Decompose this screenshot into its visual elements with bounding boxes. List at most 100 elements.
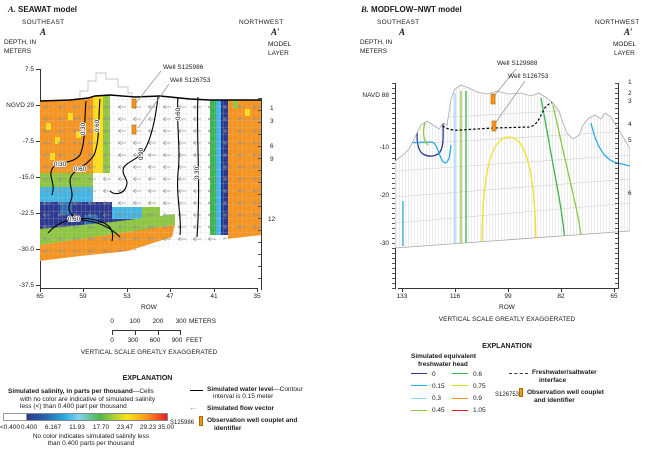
y-tick-label: -10 [379,144,389,151]
well-symbol [199,416,203,426]
well-label-1: Well S129988 [497,60,538,67]
svg-text:0.30: 0.30 [194,166,201,179]
well-legend-1: Observation well couplet and [207,417,298,424]
y-tick-label: -30 [379,240,389,247]
x-tick-label: 133 [396,293,408,300]
well-marker-s126753 [491,120,497,132]
y-tick [36,285,40,286]
colorbar-label: 29.23 [139,424,157,431]
layer-tick-label: 4 [628,121,632,128]
colorbar-no-color-segment [3,413,27,421]
modflow-cross-section [395,68,630,249]
section-letter-a-prime: A′ [624,27,633,37]
y-tick [36,141,40,142]
head-value: 1.05 [473,407,486,414]
svg-text:0.60: 0.60 [74,166,87,173]
panel-a-seawat: A. SEAWAT model SOUTHEAST NORTHWEST A A′… [0,4,303,447]
model-layer-axis [618,83,619,289]
layer-tick-label: 3 [628,97,632,105]
scale-meters-300: 300 [175,318,187,325]
well-marker-s129988 [490,93,496,105]
layer-tick-label: 3 [270,118,274,125]
head-value: 0 [432,370,436,378]
x-tick-label: 35 [253,293,261,300]
water-level-legend: Simulated water level—Contour [207,386,303,393]
y-axis-title: DEPTH, IN [4,39,37,46]
explanation-title: EXPLANATION [122,375,173,382]
y-tick-label: -37.5 [19,281,34,289]
head-swatch-0-9 [452,397,468,399]
layer-tick-label: 1 [628,79,632,86]
y-tick-label: 7.5 [24,65,34,73]
scale-feet-unit: FEET [186,337,203,344]
panel-b-title-text: MODFLOW–NWT model [371,5,462,14]
panel-b-title: B. MODFLOW–NWT model [361,4,462,15]
salinity-legend-line2: with no color are indicative of simulate… [20,395,156,403]
head-swatch-0-75 [452,385,468,386]
contour-labels: 0.30 0.60 0.30 0.60 0.60 0.90 0.30 0.60 [53,107,202,224]
colorbar-label: 35.00 [157,424,175,431]
direction-label-southeast: SOUTHEAST [377,19,420,26]
salinity-cells [40,95,262,261]
panel-b-title-letter: B. [361,4,369,14]
scale-meters-100: 100 [129,318,141,325]
section-letter-a: A [40,27,47,37]
salinity-legend-rest: —Cells [132,388,154,395]
water-level-contours [47,96,200,242]
well-legend-1: Observation well couplet [527,389,604,396]
svg-text:0.60: 0.60 [68,216,81,223]
water-level-symbol [190,390,203,391]
x-tick-label: 53 [123,293,131,300]
model-layer-axis [261,98,262,290]
y-tick-label: -15.0 [19,173,34,181]
well-marker-s126753 [131,124,137,135]
colorbar-label: 6.167 [44,424,62,431]
svg-text:0.60: 0.60 [175,107,182,120]
x-tick-label: 59 [79,293,87,300]
x-axis-line [40,288,258,289]
layer-tick-label: 1 [270,105,274,112]
scale-feet-900: 900 [171,337,183,344]
layer-tick-label: 6 [270,143,274,150]
flow-vectors [40,95,262,261]
model-layer-title-2: LAYER [614,49,635,57]
x-axis-title: ROW [141,304,157,311]
x-tick [83,289,84,292]
scale-meters-0: 0 [110,318,114,325]
head-swatch-0-15 [411,385,427,386]
well-label-2: Well S126753 [508,73,549,80]
layer-tick-label: 2 [628,90,632,97]
salinity-legend-bold: Simulated salinity, in parts per thousan… [8,388,133,395]
layer-tick-label: 6 [628,190,632,197]
vertical-scale-note: VERTICAL SCALE GREATLY EXAGGERATED [438,316,576,323]
x-tick [40,289,41,292]
y-tick-label: NGVD 29 [6,101,34,109]
section-letter-a-prime: A′ [271,27,280,37]
head-swatch-0 [411,373,427,374]
model-layer-title: MODEL [268,41,292,48]
scale-meters-unit: METERS [189,318,217,325]
x-tick-label: 82 [557,293,565,300]
y-tick [36,105,40,106]
head-value: 0.3 [432,395,442,402]
well-label-2: Well S126753 [170,76,211,84]
scale-feet-300: 300 [127,337,139,344]
x-axis-title: ROW [499,304,515,311]
model-layer-ticks [615,83,618,289]
x-tick [214,289,215,292]
flow-vector-icon: ← [189,402,197,412]
head-value: 0.75 [473,382,486,390]
layer-tick-label: 12 [268,216,276,223]
colorbar-label: 17.70 [92,424,110,431]
well-legend-2: and identifier [534,397,575,404]
x-tick-label: 41 [210,293,218,300]
colorbar-gradient [27,413,168,421]
head-legend-heading-2: freshwater head [418,361,468,368]
direction-label-southeast: SOUTHEAST [22,19,65,26]
colorbar-label: 0.400 [20,424,38,431]
x-tick [508,289,509,292]
well-id-label: S126753 [495,391,520,398]
y-tick [36,249,40,250]
x-tick [127,289,128,292]
colorbar-note-2: than 0.400 parts per thousand [47,440,135,447]
